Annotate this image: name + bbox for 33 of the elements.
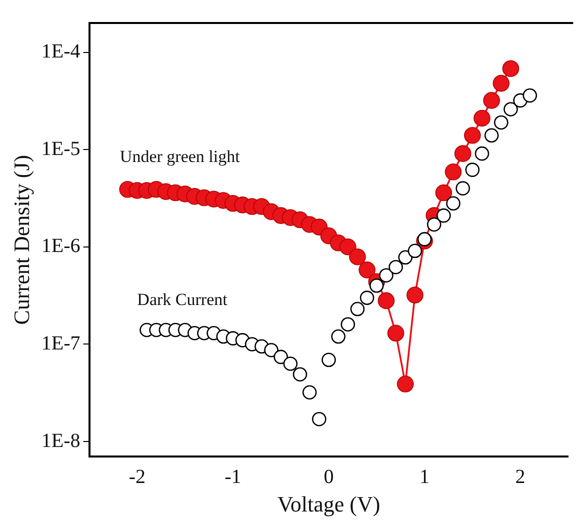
point [417,232,432,246]
point [387,324,404,342]
y-tick-label: 1E-5 [41,138,80,160]
point [339,238,356,256]
y-axis-title: Current Density (J) [8,154,34,325]
point [502,60,520,77]
point [406,286,424,304]
annotation: Under green light [120,146,240,166]
point [464,126,481,144]
y-tick-label: 1E-7 [41,332,80,354]
y-tick-label: 1E-4 [41,40,80,63]
point [378,292,395,310]
x-tick-label: 1 [420,466,430,488]
x-tick-label: 2 [515,466,526,488]
point [349,248,366,266]
point [435,184,452,202]
point [396,376,414,392]
x-tick-label: 0 [324,466,334,488]
point [369,278,384,293]
point [492,74,510,92]
point [426,217,442,232]
point [474,110,490,127]
point [483,92,500,109]
y-tick-label: 1E-6 [41,235,80,258]
x-tick-label: -2 [128,466,146,488]
point [444,164,462,180]
y-tick-label: 1E-8 [41,430,80,452]
point [358,262,376,278]
x-tick-label: -1 [224,466,242,488]
point [454,145,472,162]
x-axis-title: Voltage (V) [277,492,380,517]
annotation: Dark Current [137,290,228,309]
point [436,208,451,223]
